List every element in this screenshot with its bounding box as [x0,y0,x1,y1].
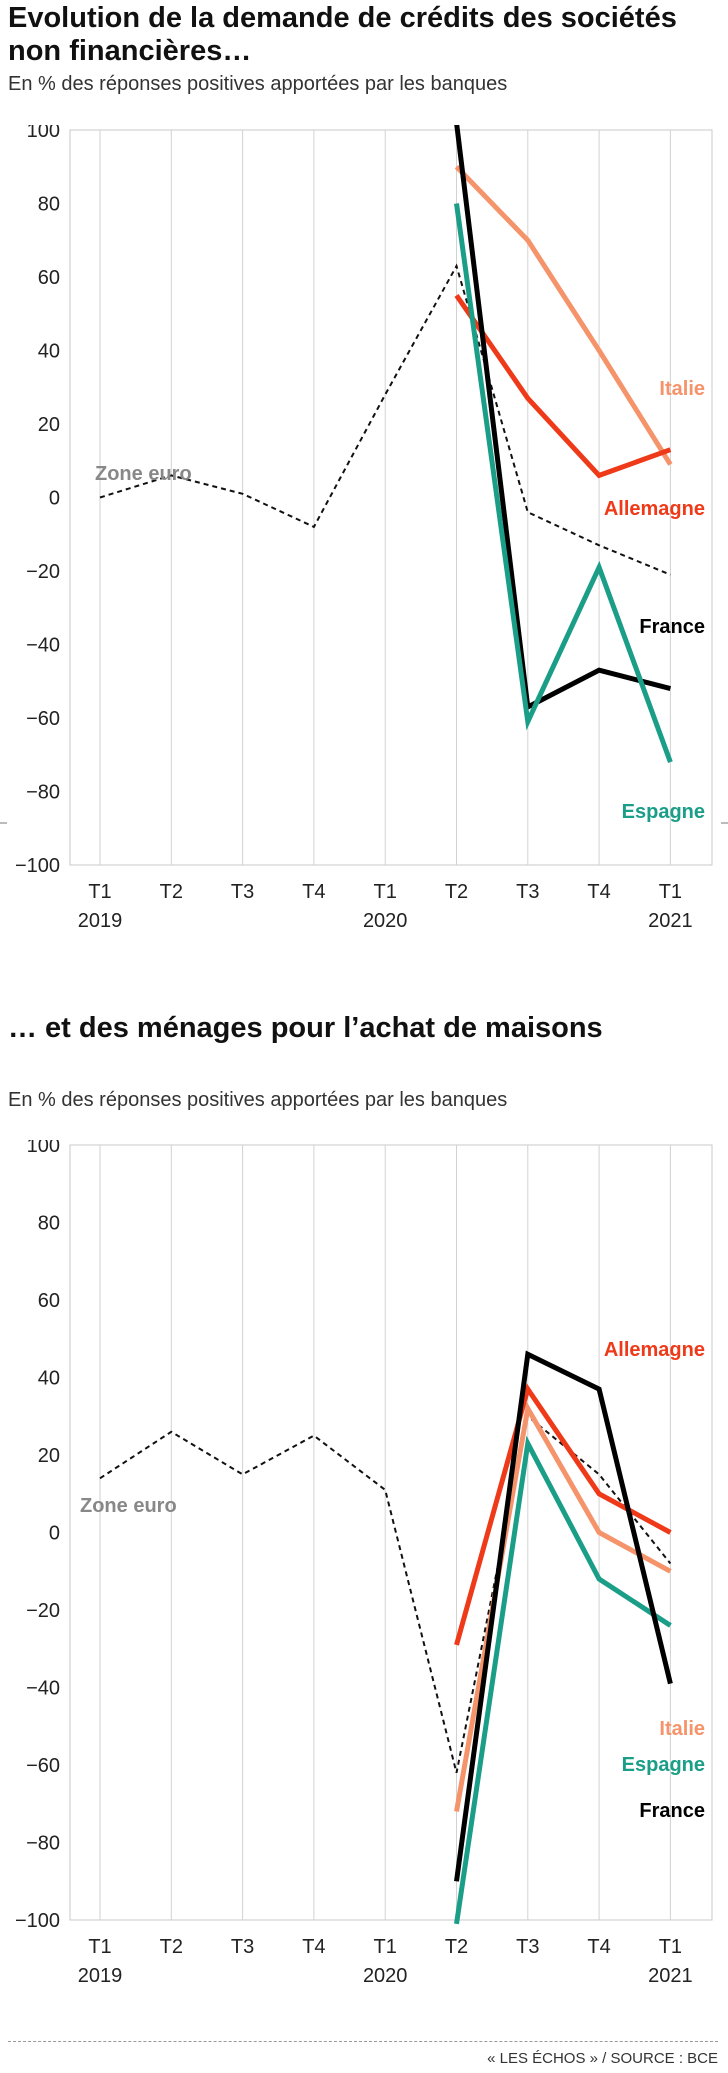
x-tick-year-label: 2020 [363,910,408,932]
y-tick-label: 100 [27,125,60,142]
series-label-zone-euro: Zone euro [95,463,192,485]
series-line-espagne [454,1435,672,1925]
y-tick-label: 60 [38,267,60,289]
y-tick-label: 60 [38,1290,60,1312]
y-tick-label: 20 [38,414,60,436]
series-line-france [454,1350,673,1882]
x-tick-label: T4 [302,881,325,903]
chart1-corporate-credit-demand: 100 80 60 40 20 0 −20 −40 −60 −80 −100 T1 2019 T2 T3 T4… [15,125,713,932]
y-tick-label: −100 [15,855,60,877]
y-tick-label: −20 [26,561,60,583]
chart2-mortgage-credit-demand: 100 80 60 40 20 0 −20 −40 −60 −80 −100 T1 2019 T2 T3 T4… [15,1140,713,1987]
series-line-france [454,125,672,711]
x-tick-year-label: 2019 [78,910,123,932]
x-tick-year-label: 2020 [363,1965,408,1987]
series-line-italie [454,165,673,466]
y-tick-label: 100 [27,1140,60,1157]
y-tick-label: 0 [49,488,60,510]
plot-frame [69,1144,713,1921]
x-tick-year-label: 2021 [648,910,693,932]
x-tick-label: T1 [88,881,111,903]
x-tick-label: T2 [160,881,183,903]
source-credit: « LES ÉCHOS » / SOURCE : BCE [487,2050,718,2067]
y-tick-label: −80 [26,1833,60,1855]
y-tick-label: 80 [38,194,60,216]
y-tick-label: −60 [26,1755,60,1777]
x-tick-label: T3 [231,1936,254,1958]
chart1-subtitle: En % des réponses positives apportées pa… [8,73,508,95]
x-tick-label: T3 [231,881,254,903]
x-tick-year-label: 2021 [648,1965,693,1987]
series-label-allemagne: Allemagne [604,1339,705,1361]
series-line-espagne [454,203,673,763]
series-label-italie: Italie [659,378,705,400]
y-tick-label: −60 [26,708,60,730]
footer-divider [8,2041,718,2042]
divider-tick-right [721,822,728,824]
series-label-france: France [639,616,705,638]
x-tick-label: T1 [374,1936,397,1958]
series-line-zone-euro [99,263,671,576]
y-tick-label: −100 [15,1910,60,1932]
x-tick-label: T4 [302,1936,325,1958]
x-tick-label: T2 [160,1936,183,1958]
x-tick-label: T4 [587,1936,610,1958]
series-line-allemagne [454,293,672,479]
series-label-allemagne: Allemagne [604,498,705,520]
y-tick-label: 0 [49,1523,60,1545]
divider-tick-left [0,822,7,824]
chart2-subtitle: En % des réponses positives apportées pa… [8,1089,508,1111]
y-tick-label: −80 [26,782,60,804]
y-tick-label: −40 [26,1678,60,1700]
y-tick-label: 20 [38,1445,60,1467]
x-tick-label: T1 [659,881,682,903]
y-tick-label: 40 [38,341,60,363]
series-label-zone-euro: Zone euro [80,1495,177,1517]
x-tick-label: T1 [659,1936,682,1958]
chart1-title: Evolution de la demande de crédits des s… [8,2,677,67]
x-tick-label: T3 [516,881,539,903]
x-tick-year-label: 2019 [78,1965,123,1987]
x-tick-label: T1 [374,881,397,903]
series-label-espagne: Espagne [622,1754,705,1776]
x-tick-label: T2 [445,881,468,903]
x-tick-label: T4 [587,881,610,903]
y-tick-label: 80 [38,1213,60,1235]
series-label-france: France [639,1800,705,1822]
y-tick-label: −20 [26,1600,60,1622]
y-tick-label: 40 [38,1368,60,1390]
series-label-italie: Italie [659,1718,705,1740]
y-tick-label: −40 [26,635,60,657]
series-label-espagne: Espagne [622,801,705,823]
x-tick-label: T3 [516,1936,539,1958]
x-tick-label: T1 [88,1936,111,1958]
chart2-title: … et des ménages pour l’achat de maisons [8,1012,603,1044]
plot-frame [69,129,713,866]
x-tick-label: T2 [445,1936,468,1958]
series-line-allemagne [454,1383,672,1646]
